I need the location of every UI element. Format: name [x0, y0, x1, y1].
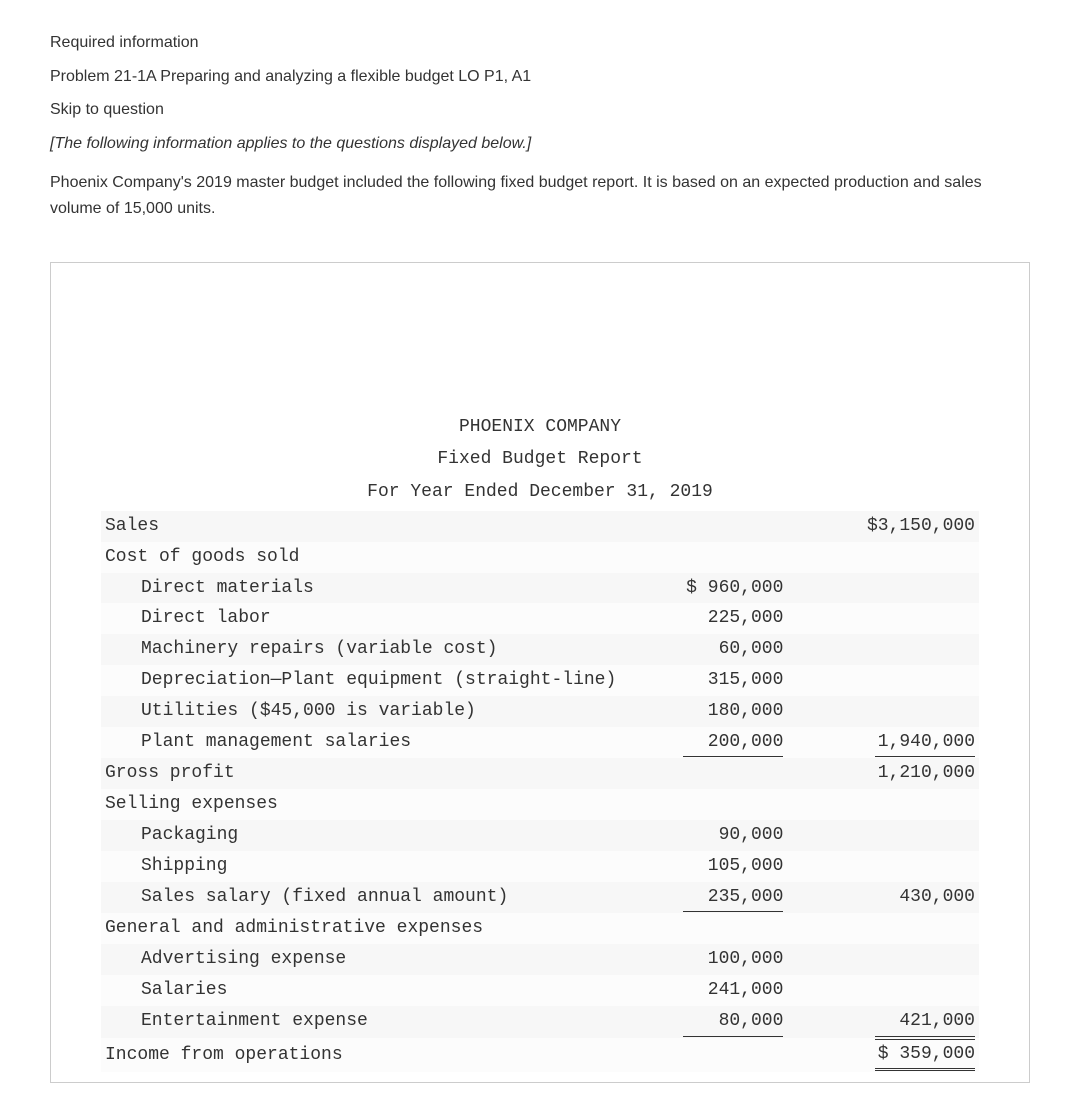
table-row: Packaging90,000 [101, 820, 979, 851]
row-amount-total [803, 913, 979, 944]
table-row: Entertainment expense80,000421,000 [101, 1006, 979, 1038]
row-label: Shipping [101, 851, 628, 882]
table-row: Income from operations $ 359,000 [101, 1038, 979, 1073]
row-amount-total [803, 851, 979, 882]
row-label: Advertising expense [101, 944, 628, 975]
row-label: Plant management salaries [101, 727, 628, 759]
problem-description: Phoenix Company's 2019 master budget inc… [50, 170, 1030, 221]
row-amount-detail [628, 758, 804, 789]
row-amount-total [803, 944, 979, 975]
table-row: General and administrative expenses [101, 913, 979, 944]
row-amount-total: 1,210,000 [803, 758, 979, 789]
table-row: Direct materials$ 960,000 [101, 573, 979, 604]
row-label: Gross profit [101, 758, 628, 789]
table-row: Gross profit 1,210,000 [101, 758, 979, 789]
row-label: Income from operations [101, 1038, 628, 1073]
row-amount-total: 430,000 [803, 882, 979, 914]
row-amount-detail: 235,000 [628, 882, 804, 914]
row-label: Salaries [101, 975, 628, 1006]
report-company: PHOENIX COMPANY [101, 413, 979, 442]
table-row: Selling expenses [101, 789, 979, 820]
table-row: Depreciation—Plant equipment (straight-l… [101, 665, 979, 696]
row-amount-total: $3,150,000 [803, 511, 979, 542]
table-row: Utilities ($45,000 is variable)180,000 [101, 696, 979, 727]
row-amount-detail [628, 542, 804, 573]
row-amount-detail [628, 913, 804, 944]
table-row: Sales $3,150,000 [101, 511, 979, 542]
budget-report-container: PHOENIX COMPANY Fixed Budget Report For … [50, 262, 1030, 1084]
row-amount-detail: 200,000 [628, 727, 804, 759]
row-amount-detail: 241,000 [628, 975, 804, 1006]
table-row: Cost of goods sold [101, 542, 979, 573]
row-amount-total [803, 820, 979, 851]
row-label: Selling expenses [101, 789, 628, 820]
row-amount-total: $ 359,000 [803, 1038, 979, 1073]
row-amount-detail: 315,000 [628, 665, 804, 696]
row-amount-total: 421,000 [803, 1006, 979, 1038]
row-amount-total: 1,940,000 [803, 727, 979, 759]
table-row: Plant management salaries200,0001,940,00… [101, 727, 979, 759]
budget-table: Sales$3,150,000Cost of goods soldDirect … [101, 511, 979, 1072]
table-row: Machinery repairs (variable cost)60,000 [101, 634, 979, 665]
row-amount-total [803, 603, 979, 634]
table-row: Sales salary (fixed annual amount)235,00… [101, 882, 979, 914]
row-amount-detail: 80,000 [628, 1006, 804, 1038]
problem-title: Problem 21-1A Preparing and analyzing a … [50, 64, 1030, 90]
row-amount-detail [628, 511, 804, 542]
row-amount-detail [628, 1038, 804, 1073]
row-label: Utilities ($45,000 is variable) [101, 696, 628, 727]
row-label: Packaging [101, 820, 628, 851]
row-label: Entertainment expense [101, 1006, 628, 1038]
required-info-label: Required information [50, 30, 1030, 56]
row-amount-total [803, 542, 979, 573]
row-amount-total [803, 665, 979, 696]
row-label: Sales salary (fixed annual amount) [101, 882, 628, 914]
row-amount-detail: 105,000 [628, 851, 804, 882]
table-row: Direct labor225,000 [101, 603, 979, 634]
context-note: [The following information applies to th… [50, 131, 1030, 157]
skip-link[interactable]: Skip to question [50, 97, 1030, 123]
intro-section: Required information Problem 21-1A Prepa… [50, 30, 1030, 222]
row-label: Machinery repairs (variable cost) [101, 634, 628, 665]
row-amount-detail: 225,000 [628, 603, 804, 634]
row-amount-detail: 60,000 [628, 634, 804, 665]
row-label: Cost of goods sold [101, 542, 628, 573]
row-label: Sales [101, 511, 628, 542]
table-row: Shipping105,000 [101, 851, 979, 882]
row-amount-detail: 180,000 [628, 696, 804, 727]
row-amount-total [803, 789, 979, 820]
table-row: Advertising expense100,000 [101, 944, 979, 975]
row-label: General and administrative expenses [101, 913, 628, 944]
row-label: Depreciation—Plant equipment (straight-l… [101, 665, 628, 696]
table-row: Salaries241,000 [101, 975, 979, 1006]
row-amount-total [803, 696, 979, 727]
row-amount-total [803, 634, 979, 665]
row-amount-total [803, 573, 979, 604]
row-label: Direct labor [101, 603, 628, 634]
row-label: Direct materials [101, 573, 628, 604]
row-amount-detail [628, 789, 804, 820]
report-period: For Year Ended December 31, 2019 [101, 478, 979, 507]
report-title: Fixed Budget Report [101, 445, 979, 474]
row-amount-detail: 100,000 [628, 944, 804, 975]
row-amount-detail: $ 960,000 [628, 573, 804, 604]
row-amount-total [803, 975, 979, 1006]
row-amount-detail: 90,000 [628, 820, 804, 851]
